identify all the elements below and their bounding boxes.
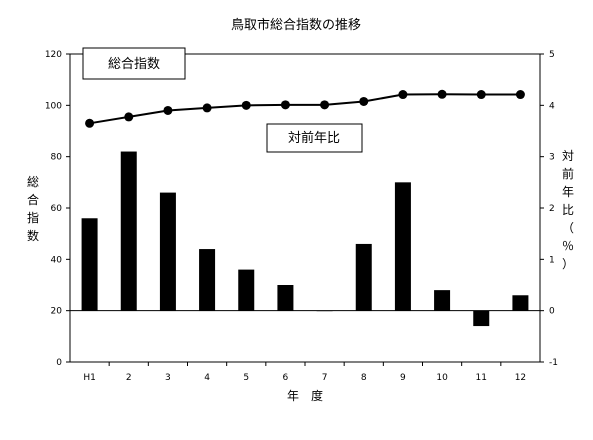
right-tick-label: 2 bbox=[549, 204, 555, 214]
legend-yoy-label: 対前年比 bbox=[288, 130, 340, 146]
right-axis-label-char: 前 bbox=[562, 166, 574, 181]
legend-index-label: 総合指数 bbox=[108, 57, 160, 72]
chart-title: 鳥取市総合指数の推移 bbox=[231, 17, 361, 33]
index-point-6 bbox=[280, 100, 290, 110]
left-axis-label-char: 指 bbox=[27, 210, 39, 225]
x-tick-label: 4 bbox=[204, 373, 210, 383]
right-axis-label-char: 年 bbox=[562, 185, 574, 199]
left-axis-label-char: 合 bbox=[27, 192, 39, 207]
bar-2 bbox=[120, 151, 137, 311]
index-point-10 bbox=[437, 89, 447, 99]
left-axis-label-char: 総 bbox=[27, 175, 39, 189]
plot-area bbox=[69, 53, 541, 363]
x-tick-label: 8 bbox=[361, 373, 367, 383]
legend-yoy-box bbox=[266, 123, 363, 153]
plot-frame bbox=[69, 53, 541, 363]
bar-5 bbox=[238, 269, 255, 311]
left-axis-label-char: 数 bbox=[27, 228, 39, 243]
right-tick-label: 4 bbox=[549, 101, 555, 111]
x-tick-label: 11 bbox=[476, 373, 487, 383]
index-point-9 bbox=[398, 90, 408, 100]
index-point-4 bbox=[202, 103, 212, 113]
bar-4 bbox=[199, 249, 216, 311]
x-tick-label: 5 bbox=[243, 373, 249, 383]
line-series bbox=[85, 89, 525, 128]
x-tick-label: 6 bbox=[283, 373, 289, 383]
x-tick-label: 2 bbox=[126, 373, 132, 383]
right-axis-label-char: 対 bbox=[562, 149, 574, 163]
left-tick-label: 80 bbox=[51, 153, 63, 163]
right-tick-label: 3 bbox=[549, 153, 555, 163]
index-point-3 bbox=[163, 105, 173, 115]
legend-yoy: 対前年比 bbox=[266, 123, 363, 153]
index-point-H1 bbox=[85, 118, 95, 128]
bar-8 bbox=[355, 243, 372, 311]
x-tick-label: 9 bbox=[400, 373, 406, 383]
left-tick-label: 100 bbox=[45, 101, 62, 111]
legend-index: 総合指数 bbox=[82, 47, 186, 80]
right-axis-label-char: ％ bbox=[562, 239, 574, 253]
index-point-7 bbox=[320, 100, 330, 110]
x-axis-label: 年 度 bbox=[287, 388, 323, 403]
left-tick-label: 60 bbox=[51, 204, 63, 214]
bar-9 bbox=[394, 182, 411, 311]
right-axis-label-char: ） bbox=[562, 257, 574, 271]
index-point-12 bbox=[515, 90, 525, 100]
bar-10 bbox=[434, 290, 451, 311]
index-point-8 bbox=[359, 96, 369, 106]
bar-3 bbox=[159, 192, 176, 311]
bar-series bbox=[81, 151, 529, 327]
bar-12 bbox=[512, 295, 529, 311]
index-line bbox=[89, 93, 521, 125]
right-tick-label: 1 bbox=[549, 255, 555, 265]
x-axis-ticks: H1 2 3 4 5 6 7 8 9 10 11 12 bbox=[83, 362, 526, 383]
right-axis-label: 対前年比 （ ％ ） bbox=[562, 149, 574, 271]
index-point-11 bbox=[476, 90, 486, 100]
bar-H1 bbox=[81, 218, 98, 311]
x-tick-label: 3 bbox=[165, 373, 171, 383]
left-tick-label: 120 bbox=[45, 50, 62, 60]
right-tick-label: 0 bbox=[549, 307, 555, 317]
x-tick-label: H1 bbox=[83, 373, 96, 383]
right-tick-label: -1 bbox=[549, 358, 558, 368]
left-tick-label: 0 bbox=[56, 358, 62, 368]
x-tick-label: 12 bbox=[515, 373, 526, 383]
right-axis-label-char: （ bbox=[562, 221, 574, 235]
right-axis-ticks: -1 0 1 2 3 4 5 bbox=[540, 50, 558, 368]
left-tick-label: 20 bbox=[51, 307, 63, 317]
bar-6 bbox=[277, 285, 294, 311]
right-tick-label: 5 bbox=[549, 50, 555, 60]
right-axis-label-char: 比 bbox=[562, 203, 574, 217]
left-axis-label: 総合指数 bbox=[27, 175, 39, 243]
x-tick-label: 10 bbox=[436, 373, 448, 383]
left-tick-label: 40 bbox=[51, 255, 63, 265]
index-point-2 bbox=[124, 112, 134, 122]
x-tick-label: 7 bbox=[322, 373, 328, 383]
bar-11 bbox=[473, 310, 490, 327]
left-axis-ticks: 0 20 40 60 80 100 120 bbox=[45, 50, 70, 368]
index-point-5 bbox=[241, 100, 251, 110]
legend-index-box bbox=[82, 47, 186, 80]
